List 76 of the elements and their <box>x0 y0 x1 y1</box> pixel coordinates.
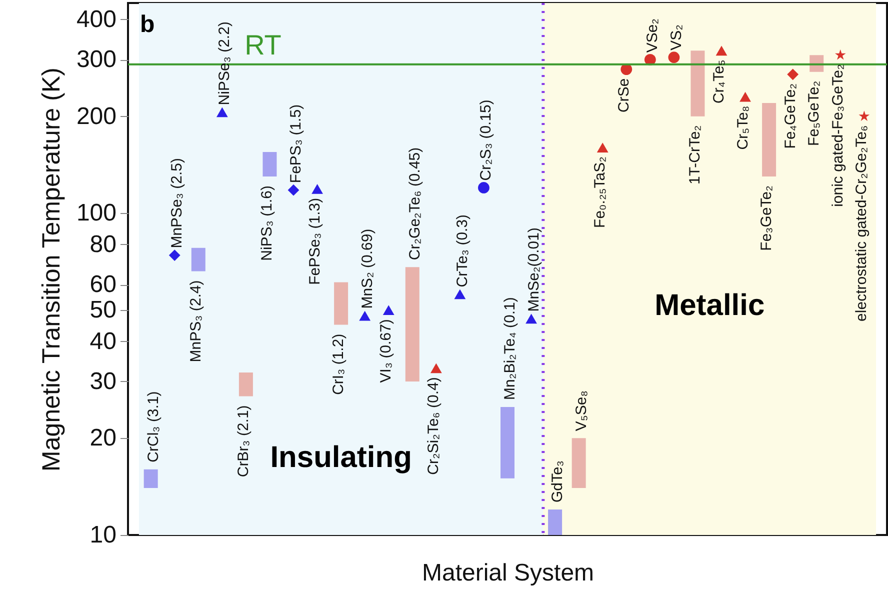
y-tick-label: 80 <box>90 230 116 258</box>
point <box>382 305 394 316</box>
x-tick-label: CrCl₃ (3.1) <box>144 391 162 462</box>
point <box>359 310 371 321</box>
bar <box>262 152 277 177</box>
x-tick-label: Cr₂Ge₂Te₆ (0.45) <box>406 147 424 260</box>
x-tick-label: V₅Se₈ <box>572 390 590 432</box>
bar <box>690 50 705 116</box>
point <box>454 289 466 300</box>
x-tick-label: Fe₅GeTe₂ <box>806 80 823 146</box>
x-tick-label: MnSe₂(0.01) <box>525 228 542 312</box>
y-axis-title: Magnetic Transition Temperature (K) <box>37 68 66 472</box>
x-tick-label: MnPS₃ (2.4) <box>187 280 204 362</box>
y-tick-label: 60 <box>90 271 116 298</box>
x-tick-label: Cr₂Si₂Te₆ (0.4) <box>425 377 442 475</box>
bar <box>144 469 158 488</box>
y-tick-label: 50 <box>90 296 116 324</box>
x-tick-label: FePS₃ (1.5) <box>288 104 304 184</box>
point <box>834 49 846 60</box>
point <box>858 110 870 121</box>
point <box>526 314 537 324</box>
x-tick-label: CrBr₃ (2.1) <box>234 405 252 478</box>
bar <box>572 438 586 488</box>
x-tick-label: CrSe <box>615 78 632 112</box>
point <box>430 363 442 374</box>
point <box>312 184 323 194</box>
bar <box>762 103 776 177</box>
x-tick-label: NiPSe₃ (2.2) <box>216 22 234 106</box>
x-tick-label: Cr₄Te₅ <box>710 60 728 104</box>
x-tick-label: VS₂ <box>668 24 685 50</box>
y-tick-label: 30 <box>90 368 116 395</box>
x-tick-label: VI₃ (0.67) <box>378 319 395 383</box>
x-axis-title: Material System <box>422 560 594 586</box>
x-tick-label: Fe₃GeTe₂ <box>758 185 776 251</box>
x-tick-label: GdTe₃ <box>549 460 566 503</box>
x-tick-label: MnS₂ (0.69) <box>358 228 376 309</box>
point <box>787 68 799 80</box>
point <box>478 182 490 194</box>
y-tick-label: 200 <box>76 102 116 130</box>
bar <box>238 372 253 396</box>
x-tick-label: 1T-CrTe₂ <box>686 125 704 185</box>
ref-line-label: RT <box>244 29 282 60</box>
x-tick-label: Cr₂S₃ (0.15) <box>478 100 495 181</box>
band-label: Insulating <box>270 440 412 474</box>
x-tick-label: MnPSe₃ (2.5) <box>168 158 186 248</box>
y-tick-label: 100 <box>76 200 116 227</box>
x-tick-label: CrI₃ (1.2) <box>330 334 348 395</box>
annotation: b <box>140 11 155 38</box>
x-tick-label: CrTe₃ (0.3) <box>454 214 471 288</box>
x-tick-label: Mn₂Bi₂Te₄ (0.1) <box>502 297 518 400</box>
x-tick-label: VSe₂ <box>644 18 662 53</box>
point <box>168 250 180 261</box>
x-tick-label: Fe₄GeTe₂ <box>782 83 799 149</box>
x-tick-label: electrostatic gated-Cr₂Ge₂Te₆ <box>853 125 870 322</box>
point <box>668 52 680 64</box>
point <box>596 142 608 152</box>
y-tick-label: 300 <box>76 46 116 74</box>
band-label: Metallic <box>654 289 765 322</box>
bar <box>405 267 420 382</box>
y-tick-label: 10 <box>90 522 116 548</box>
point <box>216 107 228 118</box>
x-tick-label: Fe₀.₂₅TaS₂ <box>592 156 609 228</box>
bar <box>191 248 206 272</box>
x-tick-label: NiPS₃ (1.6) <box>258 186 276 261</box>
x-tick-label: Cr₅Te₈ <box>734 106 752 150</box>
bar <box>334 282 348 325</box>
point <box>288 184 300 196</box>
bar <box>548 510 562 535</box>
x-tick-label: ionic gated-Fe₃GeTe₂ <box>829 64 846 207</box>
x-tick-label: FePSe₃ (1.3) <box>306 198 324 285</box>
y-tick-label: 20 <box>90 424 116 452</box>
y-tick-label: 400 <box>76 6 116 33</box>
y-tick-label: 40 <box>90 328 116 355</box>
point <box>716 46 728 56</box>
bar <box>500 406 514 478</box>
point <box>740 92 751 102</box>
